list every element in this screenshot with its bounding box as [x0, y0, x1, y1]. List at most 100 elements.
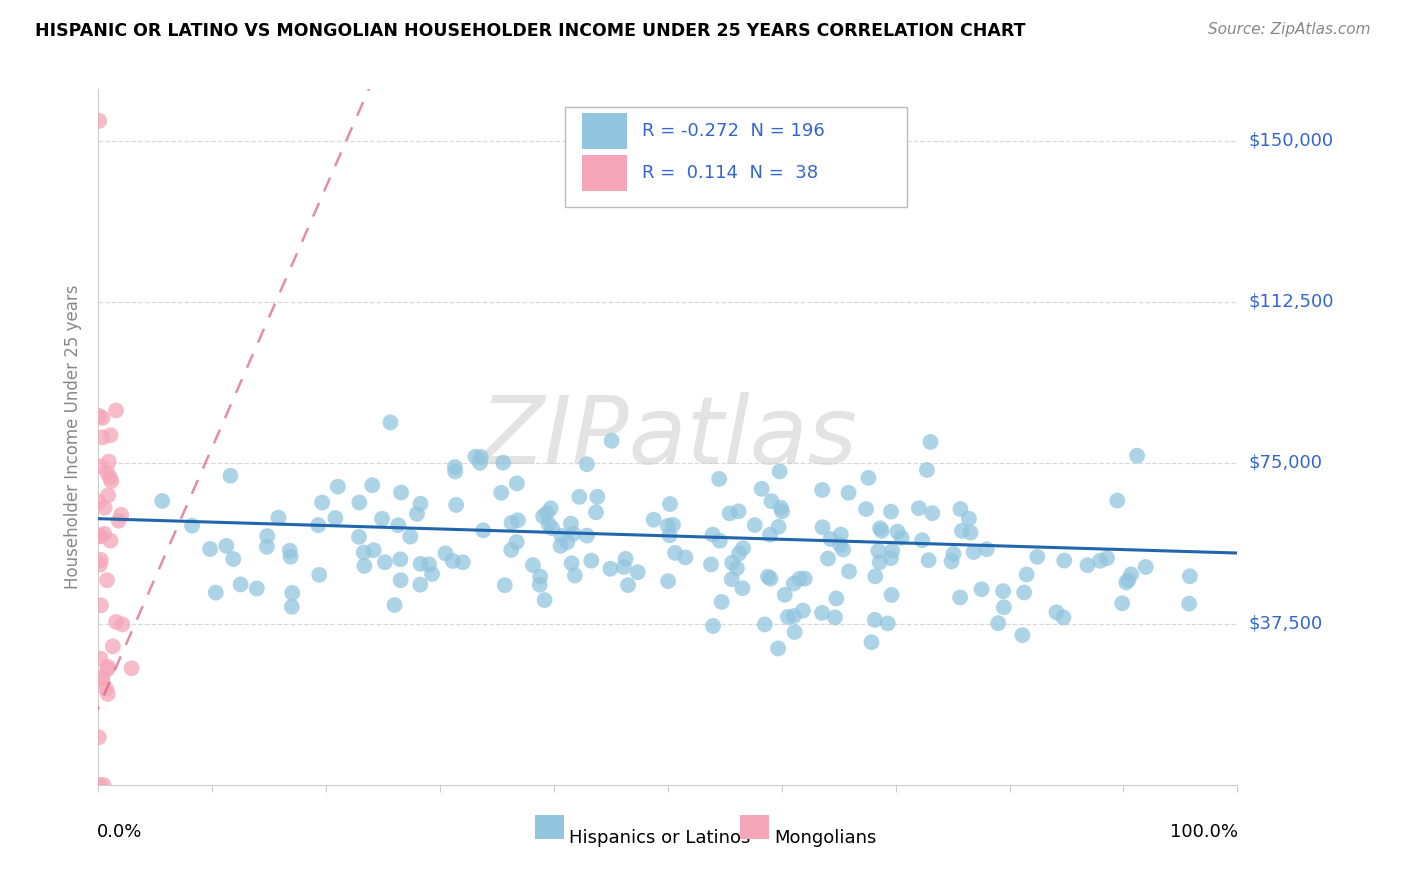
- Point: [882, 543, 904, 558]
- Point: [409, 577, 432, 591]
- Point: [783, 625, 806, 640]
- Point: [533, 593, 555, 607]
- Point: [950, 524, 973, 538]
- Point: [489, 485, 512, 500]
- Point: [970, 582, 993, 597]
- Point: [256, 540, 278, 554]
- Point: [1116, 573, 1139, 587]
- Point: [761, 494, 783, 508]
- Point: [150, 494, 173, 508]
- Text: 0.0%: 0.0%: [97, 823, 142, 841]
- Point: [643, 513, 665, 527]
- Point: [311, 495, 333, 509]
- Point: [949, 591, 972, 605]
- Point: [987, 616, 1010, 631]
- Point: [824, 610, 846, 624]
- Point: [562, 526, 585, 541]
- Text: Source: ZipAtlas.com: Source: ZipAtlas.com: [1208, 22, 1371, 37]
- Point: [96, 573, 118, 587]
- Point: [91, 672, 114, 686]
- Point: [942, 547, 965, 561]
- Point: [501, 542, 523, 557]
- Point: [505, 535, 527, 549]
- Point: [709, 533, 731, 548]
- Point: [529, 578, 551, 592]
- Point: [541, 521, 564, 535]
- Point: [363, 543, 385, 558]
- Point: [751, 482, 773, 496]
- Point: [863, 569, 886, 583]
- Point: [727, 504, 749, 518]
- Point: [600, 434, 623, 448]
- Point: [1178, 597, 1201, 611]
- FancyBboxPatch shape: [582, 113, 627, 149]
- Point: [869, 555, 891, 569]
- Point: [89, 114, 111, 128]
- Point: [768, 465, 790, 479]
- Point: [441, 554, 464, 568]
- Point: [389, 552, 412, 566]
- Point: [759, 572, 782, 586]
- Point: [89, 778, 111, 792]
- Point: [87, 494, 110, 508]
- Point: [1012, 585, 1035, 599]
- Point: [87, 731, 110, 745]
- Point: [754, 617, 776, 632]
- Point: [962, 545, 984, 559]
- Point: [1126, 449, 1149, 463]
- Text: $112,500: $112,500: [1249, 293, 1334, 310]
- Point: [993, 600, 1015, 615]
- Point: [721, 556, 744, 570]
- Point: [451, 555, 474, 569]
- Point: [105, 615, 128, 629]
- Point: [1115, 575, 1137, 590]
- Point: [863, 613, 886, 627]
- Point: [868, 543, 890, 558]
- Point: [90, 553, 112, 567]
- Point: [464, 450, 486, 464]
- Point: [710, 595, 733, 609]
- Point: [550, 539, 572, 553]
- Point: [855, 502, 877, 516]
- Point: [1178, 569, 1201, 583]
- Text: $75,000: $75,000: [1249, 454, 1323, 472]
- Point: [444, 498, 467, 512]
- Point: [789, 572, 811, 586]
- Point: [374, 555, 396, 569]
- Point: [921, 506, 943, 520]
- Point: [707, 472, 730, 486]
- Point: [121, 661, 143, 675]
- Point: [1095, 551, 1118, 566]
- Point: [531, 509, 554, 524]
- Point: [353, 545, 375, 559]
- Point: [537, 516, 560, 531]
- Point: [890, 531, 912, 545]
- Point: [468, 456, 491, 470]
- Text: $150,000: $150,000: [1249, 132, 1333, 150]
- Point: [278, 543, 301, 558]
- Point: [959, 525, 981, 540]
- Point: [540, 501, 562, 516]
- Point: [564, 568, 586, 582]
- Point: [326, 480, 349, 494]
- Point: [858, 471, 880, 485]
- Point: [522, 558, 544, 572]
- Point: [371, 512, 394, 526]
- Point: [1026, 549, 1049, 564]
- Point: [506, 513, 529, 527]
- Point: [353, 558, 375, 573]
- Point: [557, 535, 579, 549]
- Point: [307, 518, 329, 533]
- Point: [204, 585, 226, 599]
- Point: [89, 459, 111, 474]
- Point: [880, 505, 903, 519]
- Point: [561, 556, 583, 570]
- Text: R =  0.114  N =  38: R = 0.114 N = 38: [641, 164, 818, 182]
- Point: [769, 500, 792, 515]
- Point: [93, 526, 115, 541]
- Point: [720, 572, 742, 586]
- Point: [659, 497, 682, 511]
- Point: [941, 554, 963, 568]
- Point: [1052, 610, 1074, 624]
- Point: [817, 551, 839, 566]
